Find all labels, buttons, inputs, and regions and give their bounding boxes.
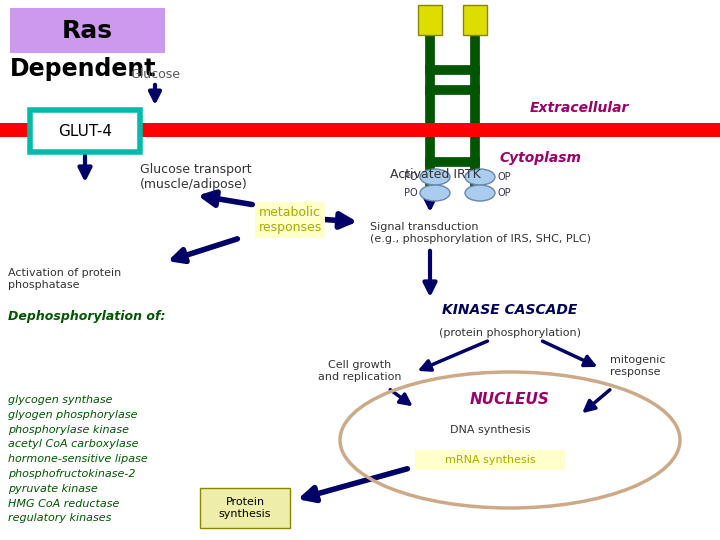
Text: DNA synthesis: DNA synthesis: [450, 425, 530, 435]
Text: Cell growth
and replication: Cell growth and replication: [318, 360, 402, 382]
Text: OP: OP: [497, 172, 510, 182]
Text: Protein
synthesis: Protein synthesis: [219, 497, 271, 519]
Text: Cytoplasm: Cytoplasm: [500, 151, 582, 165]
Bar: [0, 123, 720, 137]
FancyBboxPatch shape: [200, 488, 290, 528]
Text: glycogen synthase
glyogen phosphorylase
phosphorylase kinase
acetyl CoA carboxyl: glycogen synthase glyogen phosphorylase …: [8, 395, 148, 523]
Ellipse shape: [465, 185, 495, 201]
Ellipse shape: [420, 169, 450, 185]
Ellipse shape: [465, 169, 495, 185]
Text: OP: OP: [497, 188, 510, 198]
Text: PO: PO: [405, 172, 418, 182]
Ellipse shape: [420, 185, 450, 201]
FancyBboxPatch shape: [255, 202, 325, 238]
Text: PO: PO: [405, 188, 418, 198]
Text: Dependent: Dependent: [10, 57, 156, 81]
Text: Glucose transport
(muscle/adipose): Glucose transport (muscle/adipose): [140, 163, 251, 191]
Bar: [463, 5, 487, 35]
Text: GLUT-4: GLUT-4: [58, 124, 112, 138]
Bar: [418, 5, 442, 35]
Text: Signal transduction
(e.g., phosphorylation of IRS, SHC, PLC): Signal transduction (e.g., phosphorylati…: [370, 222, 591, 244]
FancyBboxPatch shape: [415, 450, 565, 470]
Text: Activation of protein
phosphatase: Activation of protein phosphatase: [8, 268, 121, 289]
Text: mitogenic
response: mitogenic response: [610, 355, 665, 376]
Text: metabolic
responses: metabolic responses: [258, 206, 322, 234]
FancyBboxPatch shape: [30, 110, 140, 152]
Text: Activated IRTK: Activated IRTK: [390, 168, 481, 181]
Text: mRNA synthesis: mRNA synthesis: [445, 455, 535, 465]
Text: NUCLEUS: NUCLEUS: [470, 393, 550, 408]
FancyBboxPatch shape: [10, 8, 165, 53]
Text: (protein phosphorylation): (protein phosphorylation): [439, 328, 581, 338]
Text: Extracellular: Extracellular: [530, 101, 629, 115]
Text: Dephosphorylation of:: Dephosphorylation of:: [8, 310, 166, 323]
Text: Glucose: Glucose: [130, 69, 180, 82]
Text: Ras: Ras: [62, 18, 113, 43]
Text: KINASE CASCADE: KINASE CASCADE: [442, 303, 577, 317]
